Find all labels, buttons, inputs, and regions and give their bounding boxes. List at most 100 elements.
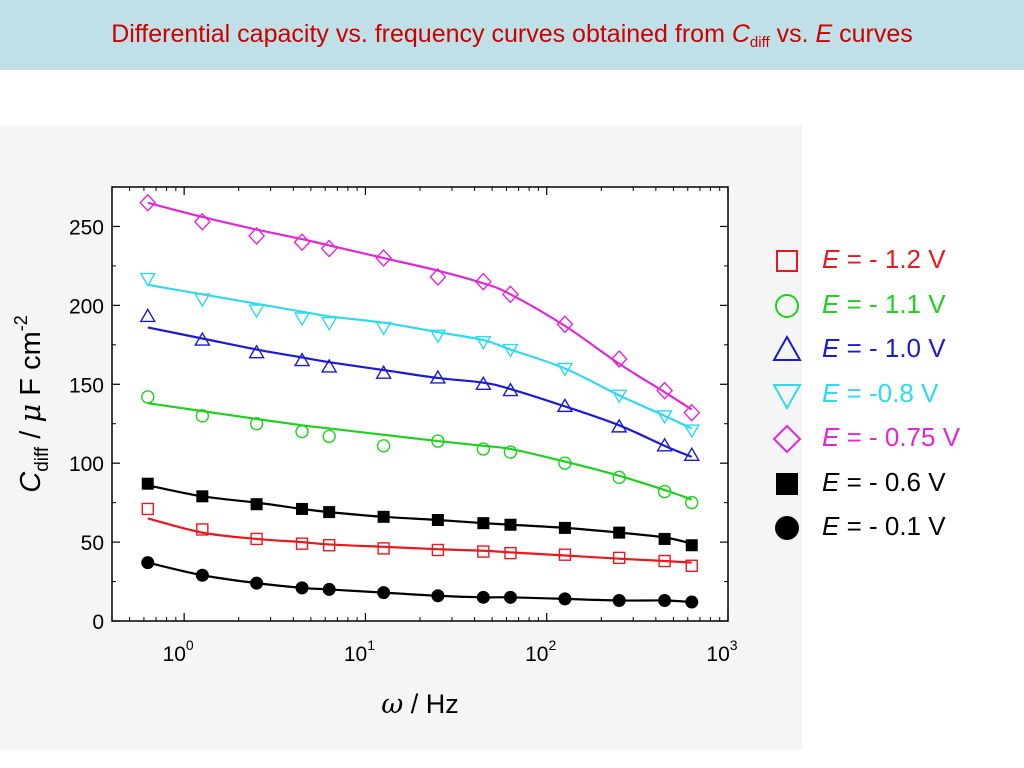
legend-label: E = -0.8 V <box>822 378 938 409</box>
data-point <box>250 576 264 590</box>
x-tick-label: 100 <box>163 637 194 666</box>
data-point <box>476 590 490 604</box>
data-point <box>250 498 263 511</box>
legend-marker-icon <box>772 424 802 454</box>
data-point <box>657 484 672 499</box>
title-symbol: C <box>731 20 750 48</box>
data-point <box>558 456 572 470</box>
data-point <box>685 495 699 510</box>
legend-label: E = - 1.2 V <box>822 244 946 275</box>
legend-eq: = <box>839 377 869 408</box>
legend-marker <box>775 293 799 318</box>
data-point <box>320 317 338 332</box>
legend-marker-icon <box>772 335 802 361</box>
fit-curve <box>147 402 693 501</box>
legend-item: E = - 1.1 V <box>768 285 1018 325</box>
legend-label: E = - 0.75 V <box>822 422 960 453</box>
legend-marker <box>772 424 802 454</box>
legend-marker-icon <box>775 293 799 318</box>
data-point <box>474 272 492 291</box>
legend-marker <box>772 335 802 361</box>
y-tick-label: 150 <box>69 374 104 397</box>
data-point <box>475 335 492 351</box>
data-point <box>322 429 336 444</box>
y-tick-label: 100 <box>69 453 104 476</box>
data-point <box>685 539 698 552</box>
legend-label: E = - 1.0 V <box>822 333 946 364</box>
legend-var: E <box>822 244 840 274</box>
x-tick-label: 103 <box>706 637 737 666</box>
legend-value: - 0.1 V <box>868 511 946 541</box>
data-point <box>139 308 156 323</box>
data-point <box>293 233 311 252</box>
legend-marker-icon <box>772 383 802 410</box>
y-tick-label: 250 <box>69 216 104 239</box>
data-point <box>612 470 626 485</box>
series-6 <box>141 556 699 609</box>
data-point <box>502 382 519 397</box>
data-point <box>503 445 518 459</box>
legend-item: E = -0.8 V <box>768 374 1018 414</box>
data-point <box>502 285 519 304</box>
legend-eq: = <box>839 333 869 363</box>
series-2 <box>139 308 700 461</box>
data-point <box>610 349 628 369</box>
slide-title: Differential capacity vs. frequency curv… <box>0 20 1024 51</box>
data-point <box>683 424 700 439</box>
data-point <box>610 389 628 404</box>
data-point <box>295 581 309 595</box>
data-point <box>196 490 209 503</box>
data-point <box>295 537 309 550</box>
data-point <box>656 381 674 400</box>
data-point <box>139 193 157 212</box>
data-point <box>323 506 336 519</box>
data-point <box>377 510 390 523</box>
legend-eq: = <box>839 244 869 274</box>
fit-curve <box>147 283 693 430</box>
data-point <box>610 418 628 433</box>
series-5 <box>141 477 698 552</box>
data-point <box>683 446 700 461</box>
data-point <box>556 362 574 377</box>
legend-var: E <box>822 288 840 319</box>
data-point <box>503 590 517 604</box>
data-point <box>375 364 392 379</box>
legend-item: E = - 0.1 V <box>768 507 1018 547</box>
data-point <box>431 513 444 526</box>
series-1 <box>141 390 699 510</box>
data-point <box>375 321 392 336</box>
legend-eq: = <box>839 511 869 541</box>
legend-var: E <box>822 511 840 541</box>
legend-eq: = <box>839 288 869 319</box>
legend-item: E = - 0.6 V <box>768 463 1018 503</box>
legend-var: E <box>822 466 840 497</box>
data-point <box>558 592 572 606</box>
legend-value: - 1.0 V <box>868 333 946 363</box>
data-point <box>658 593 672 607</box>
capacity-frequency-chart: 0 50 100 150 200 250 100 101 102 103 ω / Hz Cdiff /… <box>11 186 738 720</box>
data-point <box>248 226 266 245</box>
legend-value: - 1.2 V <box>868 244 946 274</box>
data-point <box>429 369 447 384</box>
data-point <box>558 548 572 561</box>
data-point <box>504 546 517 560</box>
data-point <box>556 397 574 413</box>
data-point <box>685 595 699 609</box>
y-tick-label: 50 <box>81 532 104 555</box>
data-point <box>502 343 519 358</box>
y-tick-label: 200 <box>69 295 104 318</box>
title-prefix: Differential capacity vs. frequency curv… <box>111 20 732 48</box>
data-point <box>377 586 391 600</box>
data-point <box>193 212 211 231</box>
data-point <box>141 477 154 490</box>
data-point <box>658 554 671 568</box>
data-point <box>320 239 338 258</box>
title-middle: vs. <box>769 20 816 48</box>
title-suffix: curves <box>832 20 913 48</box>
data-point <box>293 312 311 327</box>
title-bar: Differential capacity vs. frequency curv… <box>0 0 1024 70</box>
data-point <box>429 267 447 286</box>
data-point <box>656 437 673 452</box>
data-point <box>195 568 209 582</box>
data-point <box>558 521 571 534</box>
